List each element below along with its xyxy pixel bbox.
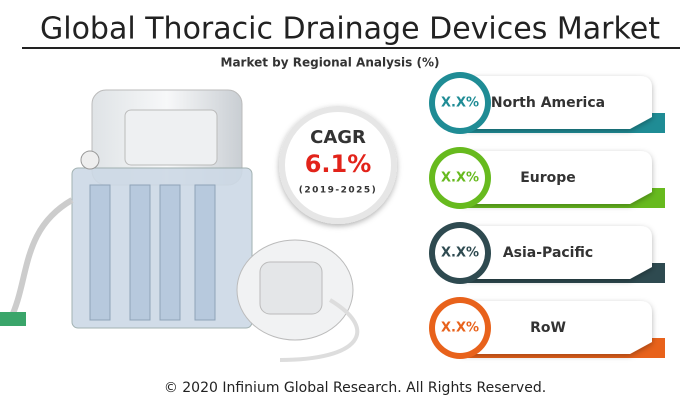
region-name: RoW (530, 320, 566, 336)
cagr-badge: CAGR 6.1% (2019-2025) (279, 106, 397, 224)
region-disc (435, 78, 485, 128)
region-tab (462, 226, 652, 279)
region-list: X.X% North America X.X% Europe X.X% Asia-Paci… (429, 72, 665, 359)
region-tab (462, 301, 652, 354)
region-value: X.X% (441, 171, 479, 186)
cagr-period: (2019-2025) (299, 186, 378, 196)
region-item: X.X% North America (429, 72, 665, 134)
title: Global Thoracic Drainage Devices Market (40, 12, 660, 47)
region-value: X.X% (441, 321, 479, 336)
region-tab (462, 151, 652, 204)
region-disc (435, 153, 485, 203)
subtitle: Market by Regional Analysis (%) (221, 56, 440, 70)
region-value: X.X% (441, 246, 479, 261)
region-tab (462, 76, 652, 129)
region-disc (435, 303, 485, 353)
region-item: X.X% Asia-Pacific (429, 222, 665, 284)
cagr-value: 6.1% (305, 150, 372, 178)
region-disc (435, 228, 485, 278)
region-value: X.X% (441, 96, 479, 111)
device-illustration (0, 89, 360, 362)
footer: © 2020 Infinium Global Research. All Rig… (164, 380, 546, 396)
region-name: Asia-Pacific (503, 245, 593, 261)
region-item: X.X% Europe (429, 147, 665, 209)
region-item: X.X% RoW (429, 297, 665, 359)
cagr-label: CAGR (310, 127, 366, 148)
region-name: Europe (520, 170, 576, 186)
region-name: North America (491, 95, 605, 111)
